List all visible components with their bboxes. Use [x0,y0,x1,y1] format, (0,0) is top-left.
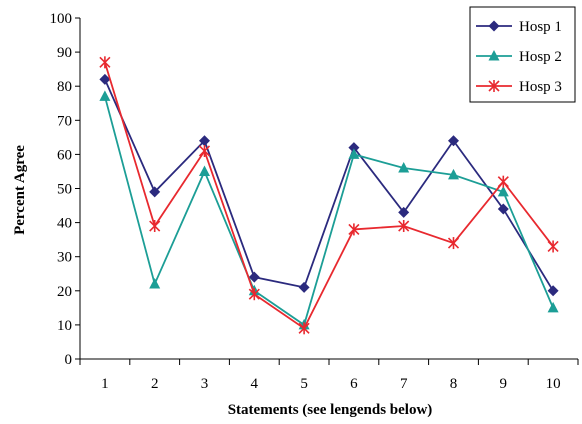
data-point [497,175,509,188]
y-axis-title: Percent Agree [12,145,28,235]
y-tick-label: 10 [57,318,72,334]
y-tick-label: 40 [57,216,72,232]
data-point [348,142,360,154]
x-tick-label: 3 [201,376,209,392]
legend-item: Hosp 3 [476,79,562,95]
data-point [348,223,360,236]
data-point [488,20,500,32]
x-tick-label: 2 [151,376,159,392]
data-point [248,271,260,283]
data-point [398,220,410,233]
y-axis: 0 10 20 30 40 50 60 70 80 90 100 [50,11,81,368]
data-point [547,240,559,253]
legend-item: Hosp 1 [476,19,562,35]
x-axis: 1 2 3 4 5 6 7 8 9 10 [79,358,579,392]
data-point [149,277,161,289]
legend-item: Hosp 2 [476,49,562,65]
data-point [398,162,410,173]
legend-label: Hosp 2 [519,49,562,65]
y-tick-label: 60 [57,147,72,163]
legend: Hosp 1 Hosp 2 Hosp 3 [469,6,576,103]
x-tick-label: 7 [400,376,408,392]
y-tick-label: 70 [57,113,72,129]
data-point [199,165,210,176]
series-lines [99,56,559,335]
y-tick-label: 30 [57,250,72,266]
data-point [497,203,509,215]
data-point [199,135,210,147]
data-point [248,288,260,301]
series-hosp-1 [99,73,559,297]
legend-label: Hosp 3 [519,79,562,95]
y-tick-label: 100 [50,11,73,27]
data-point [398,206,410,218]
series-hosp-2 [99,90,559,330]
data-point [448,168,459,180]
data-point [448,135,459,147]
x-tick-label: 4 [251,376,259,392]
data-point [488,80,500,92]
y-tick-label: 0 [65,352,73,368]
y-tick-label: 80 [57,79,72,95]
data-point [298,322,310,335]
y-tick-label: 90 [57,45,72,61]
series-line [104,62,554,330]
data-point [99,56,111,69]
data-point [198,144,211,157]
series-hosp-3 [99,56,559,335]
legend-label: Hosp 1 [519,19,562,35]
x-tick-label: 9 [500,376,508,392]
data-point [298,281,310,293]
y-tick-label: 50 [57,182,72,198]
data-point [547,285,559,297]
data-point [488,50,500,61]
x-axis-title: Statements (see lengends below) [228,402,433,418]
data-point [99,73,111,85]
data-point [447,237,460,250]
x-tick-label: 8 [450,376,458,392]
y-tick-label: 20 [57,284,72,300]
series-line [104,96,554,327]
data-point [149,186,161,198]
data-point [99,90,111,101]
data-point [348,148,360,159]
x-tick-label: 5 [300,376,308,392]
data-point [149,220,161,233]
x-tick-label: 1 [101,376,109,392]
x-tick-label: 10 [546,376,561,392]
x-tick-label: 6 [350,376,358,392]
series-line [104,79,554,292]
data-point [547,301,559,313]
data-point [497,185,509,197]
